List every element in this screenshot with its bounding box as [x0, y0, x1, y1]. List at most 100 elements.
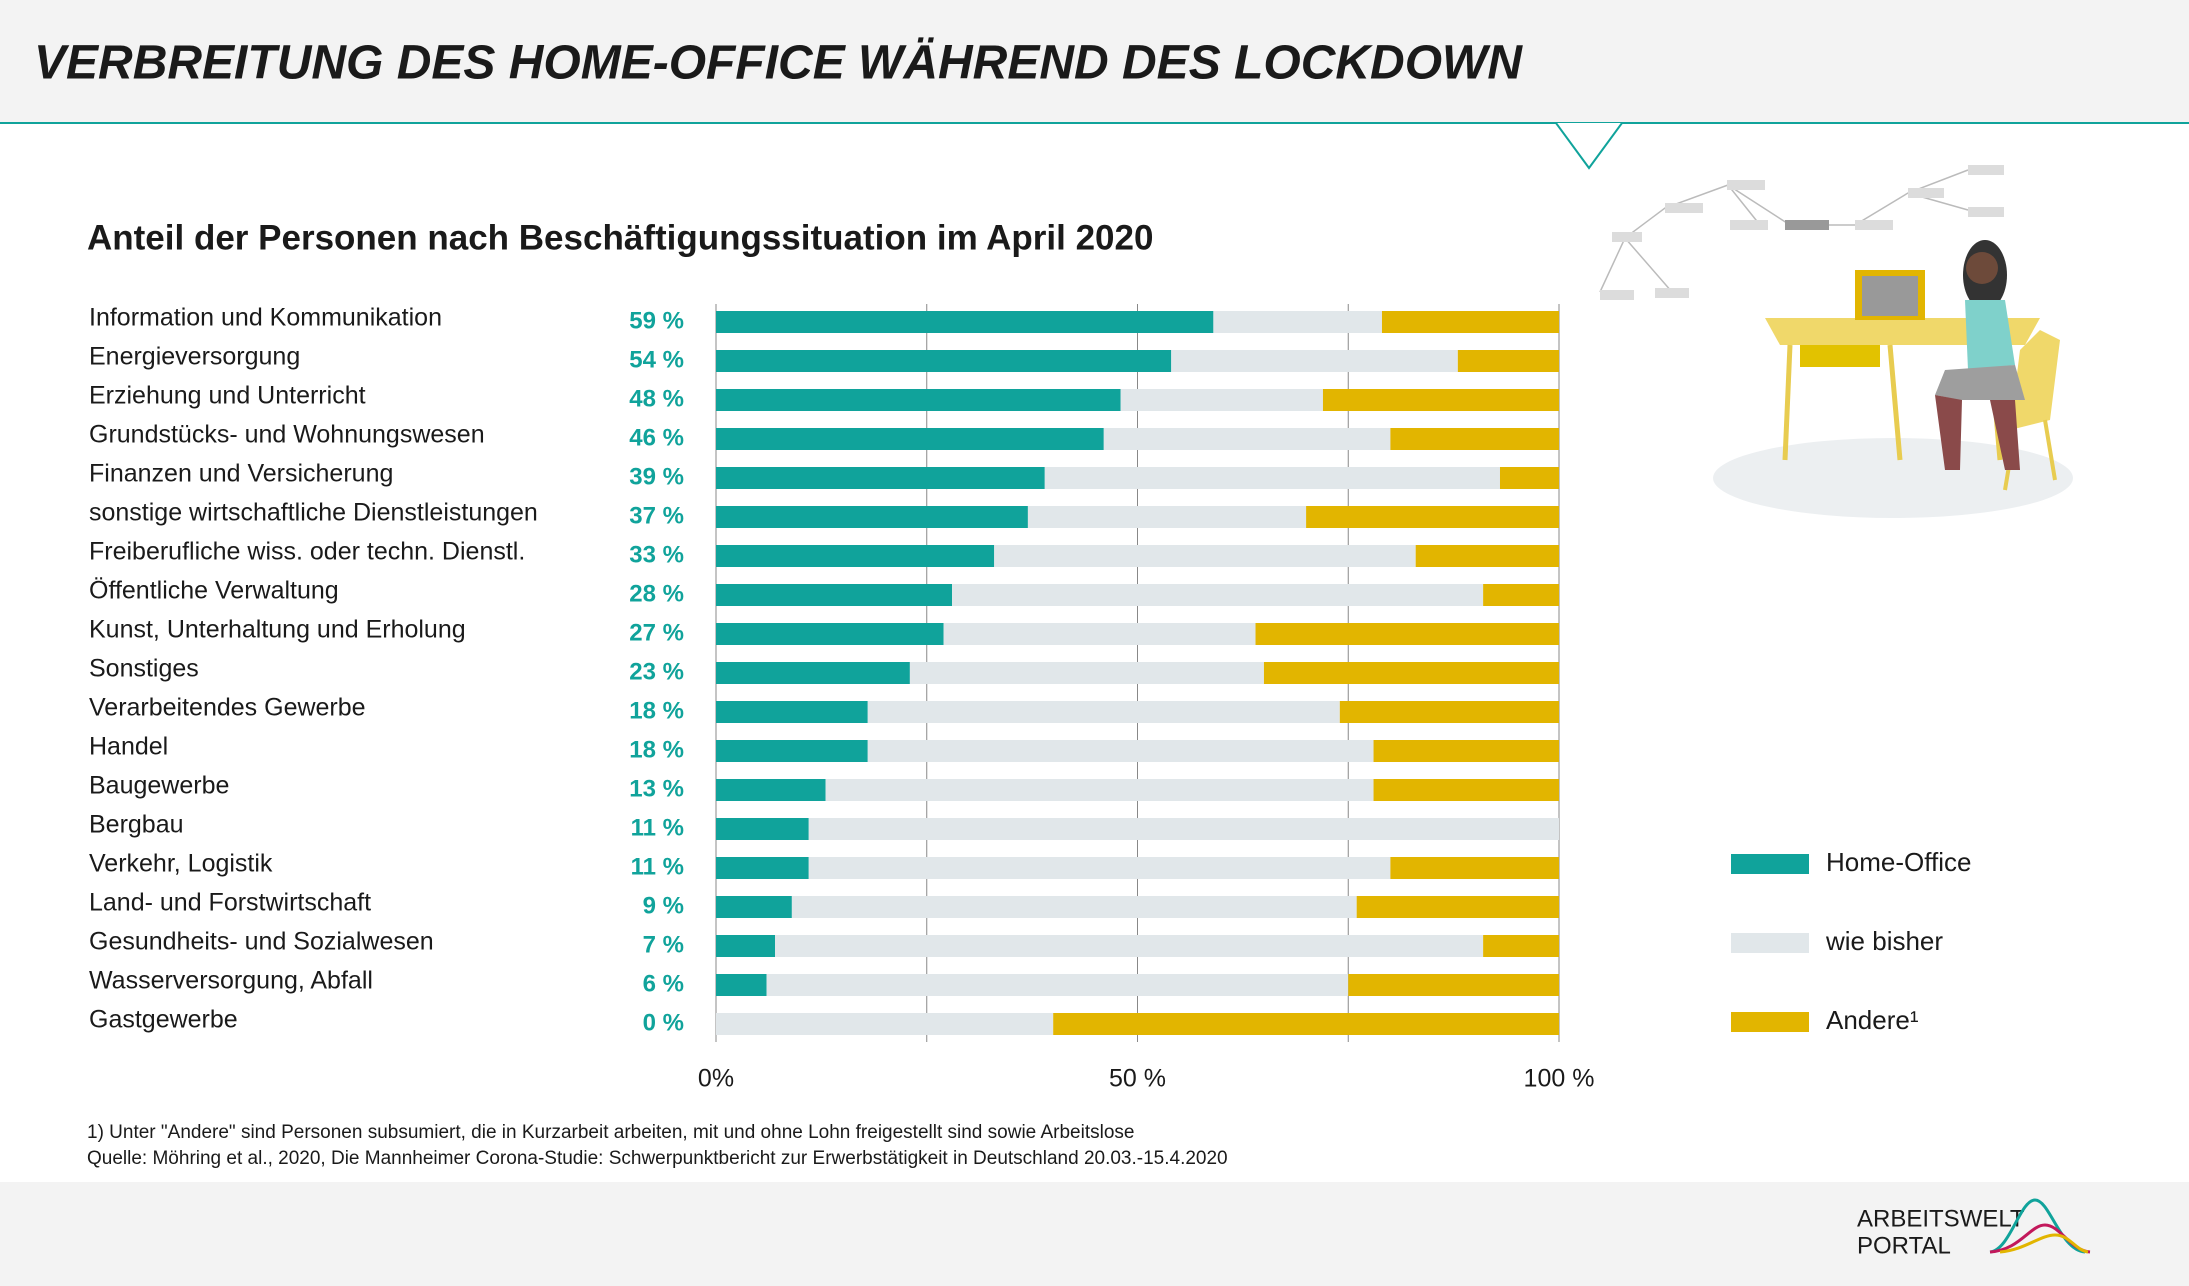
bar-segment [716, 974, 767, 996]
value-label: 37 % [629, 502, 684, 529]
bar-segment [952, 584, 1484, 606]
bar-segment [716, 467, 1045, 489]
category-label: Erziehung und Unterricht [89, 382, 366, 410]
legend-label: wie bisher [1825, 926, 1943, 956]
value-label: 39 % [629, 463, 684, 490]
logo-text: ARBEITSWELT [1857, 1205, 2025, 1232]
logo-text: PORTAL [1857, 1232, 1951, 1259]
value-label: 23 % [629, 658, 684, 685]
value-label: 27 % [629, 619, 684, 646]
bar-segment [716, 779, 826, 801]
bar-segment [716, 935, 776, 957]
chart-title: VERBREITUNG DES HOME-OFFICE WÄHREND DES … [34, 37, 1523, 90]
legend-swatch [1731, 854, 1809, 874]
bar-segment [1213, 311, 1382, 333]
bar-segment [1053, 1013, 1559, 1035]
bar-segment [1339, 701, 1559, 723]
bar-segment [1044, 467, 1500, 489]
bar-segment [1373, 740, 1559, 762]
chart-subtitle: Anteil der Personen nach Beschäftigungss… [87, 218, 1153, 257]
illustration [1599, 165, 2073, 518]
value-label: 28 % [629, 580, 684, 607]
bar-segment [1120, 389, 1323, 411]
bar-segment [716, 896, 792, 918]
x-tick-label: 0% [698, 1065, 734, 1093]
category-label: Sonstiges [89, 655, 199, 683]
bar-segment [1483, 584, 1559, 606]
bar-segment [1483, 935, 1559, 957]
bar-segment [1306, 506, 1559, 528]
value-label: 6 % [643, 970, 684, 997]
value-label: 0 % [643, 1009, 684, 1036]
bar-segment [716, 857, 809, 879]
x-tick-label: 100 % [1524, 1065, 1595, 1093]
category-label: Verkehr, Logistik [89, 850, 273, 878]
header-band [0, 0, 2189, 123]
category-label: Freiberufliche wiss. oder techn. Dienstl… [89, 538, 525, 566]
bar-segment [716, 740, 868, 762]
bar-segment [775, 935, 1484, 957]
category-label: Öffentliche Verwaltung [89, 577, 339, 605]
bar-segment [791, 896, 1357, 918]
header-notch [1555, 122, 1623, 170]
bar-segment [943, 623, 1256, 645]
bar-segment [1457, 350, 1559, 372]
bar-segment [716, 584, 953, 606]
category-label: Gastgewerbe [89, 1006, 238, 1034]
legend-swatch [1731, 933, 1809, 953]
value-label: 59 % [629, 307, 684, 334]
bar-segment [716, 350, 1172, 372]
category-label: Kunst, Unterhaltung und Erholung [89, 616, 466, 644]
bar-segment [1263, 662, 1559, 684]
bar-segment [766, 974, 1349, 996]
bar-segment [716, 428, 1104, 450]
bar-segment [1415, 545, 1559, 567]
bar-segment [716, 1013, 1054, 1035]
category-label: Handel [89, 733, 168, 761]
value-label: 9 % [643, 892, 684, 919]
value-label: 54 % [629, 346, 684, 373]
bar-segment [716, 662, 910, 684]
bar-segment [808, 818, 1559, 840]
bar-segment [867, 740, 1374, 762]
value-label: 18 % [629, 697, 684, 724]
category-label: Land- und Forstwirtschaft [89, 889, 371, 917]
category-label: Gesundheits- und Sozialwesen [89, 928, 434, 956]
bar-segment [1390, 428, 1559, 450]
bar-segment [1255, 623, 1559, 645]
bar-segment [1381, 311, 1559, 333]
bar-segment [716, 506, 1028, 528]
bar-segment [825, 779, 1374, 801]
category-label: sonstige wirtschaftliche Dienstleistunge… [89, 499, 538, 527]
category-label: Energieversorgung [89, 343, 300, 371]
category-label: Finanzen und Versicherung [89, 460, 393, 488]
footer-band [0, 1182, 2189, 1286]
x-tick-label: 50 % [1109, 1065, 1166, 1093]
bar-segment [1171, 350, 1458, 372]
value-label: 46 % [629, 424, 684, 451]
bar-segment [716, 545, 995, 567]
bar-segment [716, 623, 944, 645]
value-label: 33 % [629, 541, 684, 568]
bar-segment [1027, 506, 1307, 528]
bar-segment [1499, 467, 1559, 489]
category-label: Wasserversorgung, Abfall [89, 967, 373, 995]
footnote: Quelle: Möhring et al., 2020, Die Mannhe… [87, 1148, 1228, 1169]
legend-label: Home-Office [1826, 847, 1971, 877]
footnote: 1) Unter "Andere" sind Personen subsumie… [87, 1122, 1134, 1143]
category-label: Information und Kommunikation [89, 304, 442, 332]
bar-segment [1348, 974, 1559, 996]
bar-segment [716, 311, 1214, 333]
logo-curves [1989, 1198, 2091, 1254]
bar-segment [994, 545, 1416, 567]
bar-segment [1373, 779, 1559, 801]
bar-segment [716, 818, 809, 840]
value-label: 7 % [643, 931, 684, 958]
bar-segment [1103, 428, 1391, 450]
bar-segment [716, 389, 1121, 411]
category-label: Bergbau [89, 811, 184, 839]
value-label: 13 % [629, 775, 684, 802]
bar-segment [808, 857, 1391, 879]
bar-segment [867, 701, 1340, 723]
